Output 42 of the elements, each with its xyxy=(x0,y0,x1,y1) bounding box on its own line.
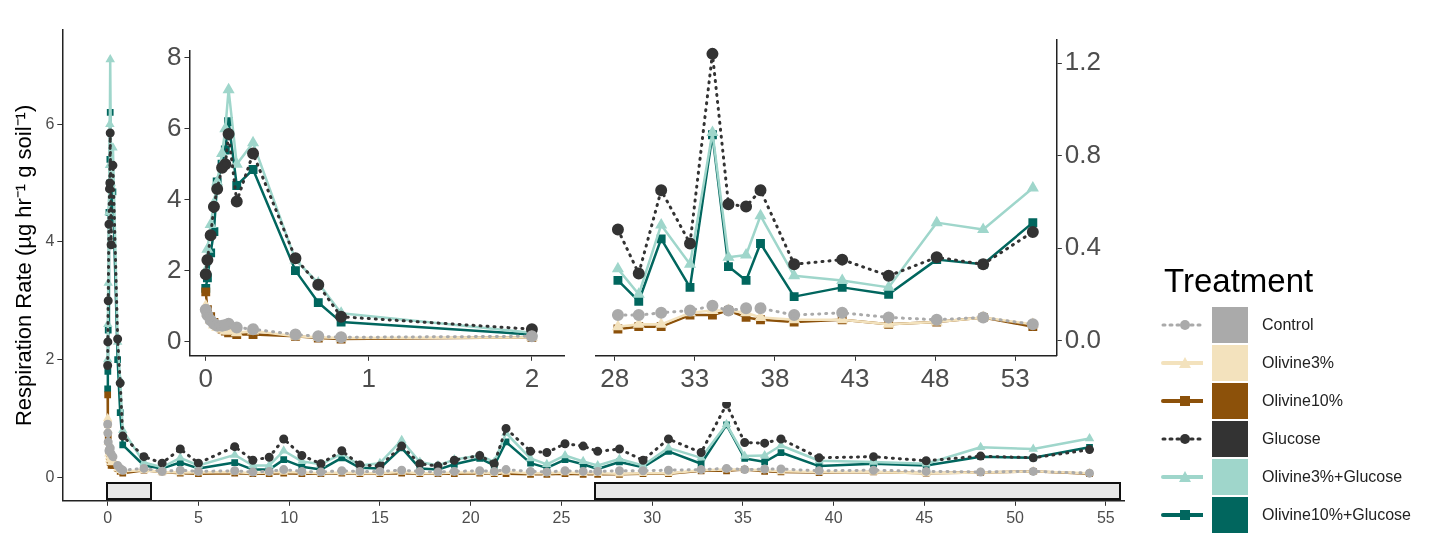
x-tick-label: 33 xyxy=(680,362,710,393)
x-tick-label: 50 xyxy=(1006,508,1025,526)
y-axis-title: Respiration Rate (µg hr⁻¹ g soil⁻¹) xyxy=(11,104,37,427)
y2-tick-label: 1.2 xyxy=(1064,46,1102,77)
x-tick-label: 25 xyxy=(552,508,571,526)
y2-tick-label: 0.0 xyxy=(1064,323,1102,354)
y-tick-label: 0 xyxy=(45,467,55,485)
y-tick-label: 8 xyxy=(166,40,182,71)
y-tick-label: 4 xyxy=(45,232,55,250)
y2-tick-label: 0.4 xyxy=(1064,231,1102,262)
x-tick-label: 45 xyxy=(915,508,934,526)
x-tick-label: 5 xyxy=(193,508,203,526)
y-tick-label: 2 xyxy=(45,349,55,367)
x-tick-label: 10 xyxy=(280,508,299,526)
x-tick-label: 38 xyxy=(760,362,790,393)
x-tick-label: 53 xyxy=(1000,362,1030,393)
legend-label: Glucose xyxy=(1262,430,1321,448)
y2-tick-label: 0.8 xyxy=(1064,138,1102,169)
y-tick-label: 6 xyxy=(166,111,182,142)
x-tick-label: 20 xyxy=(461,508,480,526)
x-tick-label: 0 xyxy=(103,508,113,526)
y-tick-label: 2 xyxy=(166,253,182,284)
x-tick-label: 15 xyxy=(371,508,389,526)
y-tick-label: 6 xyxy=(45,114,55,132)
legend-label: Olivine3%+Glucose xyxy=(1262,468,1403,486)
x-tick-label: 2 xyxy=(524,362,540,393)
x-tick-label: 28 xyxy=(600,362,630,393)
y-tick-label: 0 xyxy=(166,324,182,355)
legend-label: Olivine10% xyxy=(1262,392,1343,410)
y-tick-label: 4 xyxy=(166,182,182,213)
x-tick-label: 30 xyxy=(643,508,662,526)
legend-label: Olivine10%+Glucose xyxy=(1262,506,1411,524)
x-tick-label: 43 xyxy=(840,362,870,393)
legend-label: Olivine3% xyxy=(1262,354,1335,372)
x-tick-label: 1 xyxy=(361,362,377,393)
x-tick-label: 40 xyxy=(824,508,843,526)
legend-label: Control xyxy=(1262,316,1314,334)
legend-title: Treatment xyxy=(1164,262,1315,300)
x-tick-label: 55 xyxy=(1096,508,1115,526)
x-tick-label: 35 xyxy=(733,508,752,526)
x-tick-label: 48 xyxy=(920,362,950,393)
x-tick-label: 0 xyxy=(198,362,213,393)
